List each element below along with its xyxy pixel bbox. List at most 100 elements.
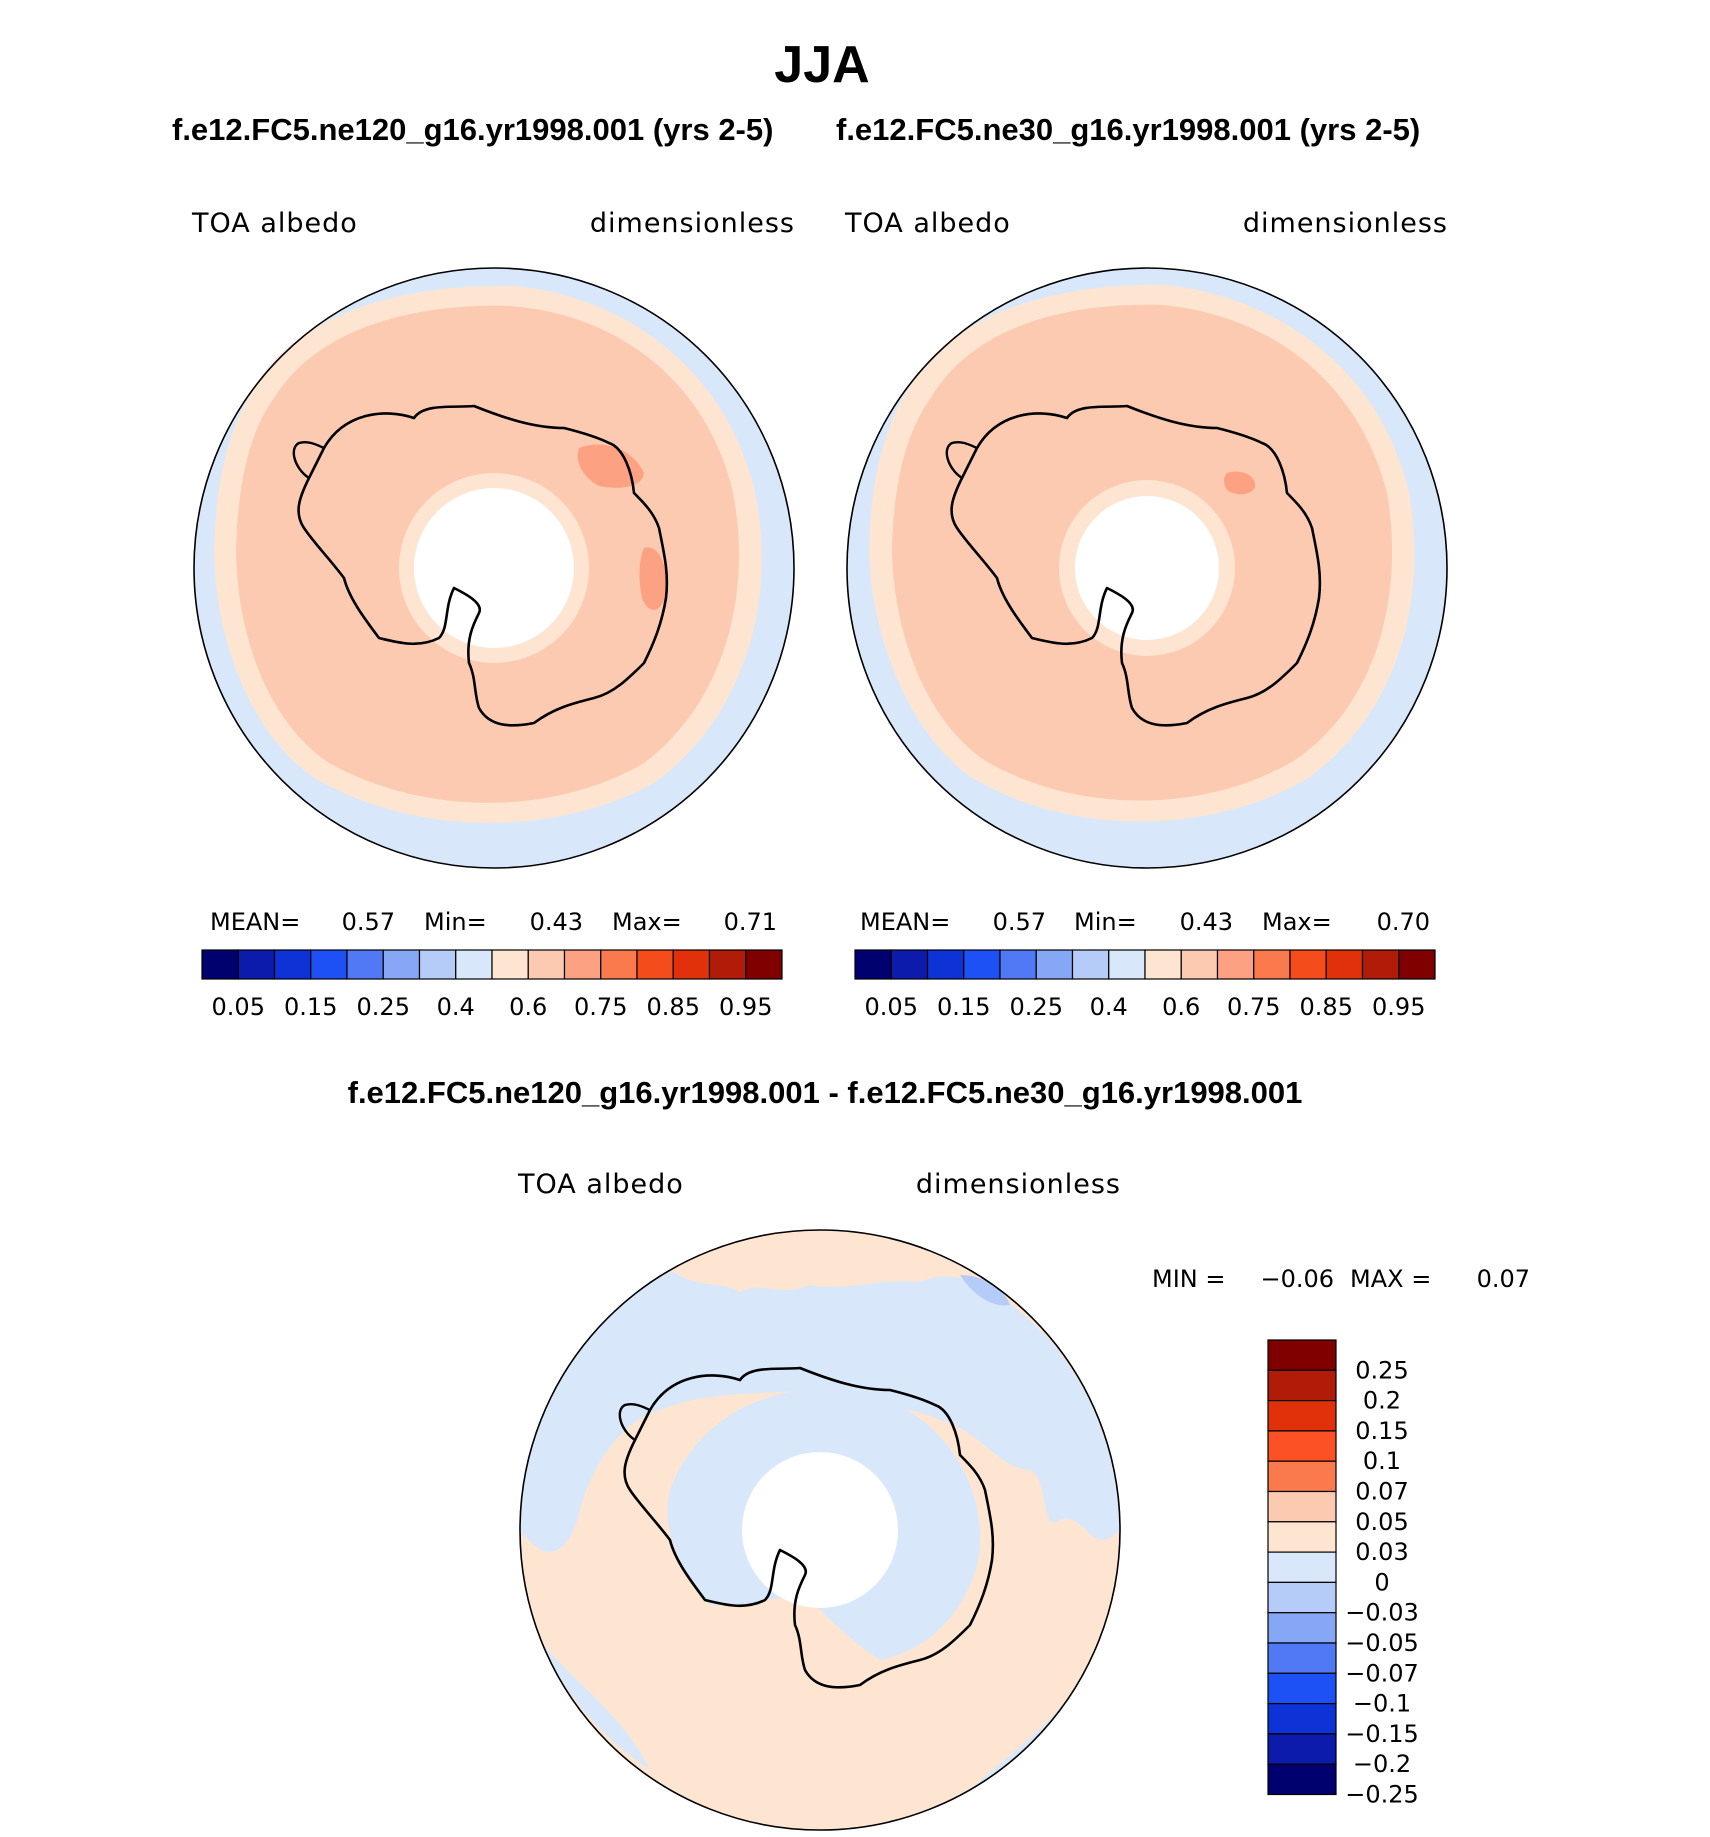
colorbar-tick-label: 0 [1374, 1568, 1389, 1596]
panel-ne120: TOA albedo dimensionless MEAN= 0.57 Min=… [191, 208, 795, 1021]
colorbar-swatch [963, 949, 1001, 980]
panel-ne120-min-value: 0.43 [530, 908, 583, 936]
colorbar-swatch [999, 949, 1037, 980]
colorbar-swatch [273, 949, 312, 980]
colorbar-tick-label: 0.05 [212, 993, 265, 1021]
colorbar-swatch [600, 949, 638, 980]
panel-ne30-min-label: Min= [1074, 908, 1137, 936]
panel-ne30-mean-value: 0.57 [993, 908, 1046, 936]
map-boundary [193, 267, 795, 869]
map-boundary [519, 1229, 1121, 1831]
colorbar-swatch [1035, 949, 1074, 980]
panel-ne120-max-value: 0.71 [724, 908, 777, 936]
colorbar-tick-label: 0.15 [937, 993, 990, 1021]
colorbar-swatch [1361, 949, 1400, 980]
colorbar-swatch [1267, 1763, 1337, 1796]
panel-ne120-min-label: Min= [424, 908, 487, 936]
colorbar-swatch [1267, 1430, 1337, 1462]
colorbar-tick-label: 0.6 [1162, 993, 1200, 1021]
colorbar-swatch [1267, 1339, 1337, 1371]
map-patch-0-07-b [639, 547, 667, 610]
panel-diff: TOA albedo dimensionless MIN = −0.06 MAX… [517, 1169, 1530, 1831]
panel-ne30-colorbar: 0.05 0.15 0.25 0.4 0.6 0.75 0.85 0.95 [854, 949, 1436, 1021]
colorbar-swatch [1267, 1733, 1337, 1765]
colorbar-swatch [1267, 1490, 1337, 1523]
panel-ne120-mean-label: MEAN= [210, 908, 300, 936]
panel-diff-left-label: TOA albedo [517, 1169, 684, 1200]
colorbar-swatch [563, 949, 602, 980]
panel-ne120-left-label: TOA albedo [191, 208, 358, 239]
colorbar-swatch [1289, 949, 1327, 980]
diff-title: f.e12.FC5.ne120_g16.yr1998.001 - f.e12.F… [348, 1075, 1303, 1110]
panel-ne30-map [846, 267, 1448, 869]
map-patch-0-07-a [577, 444, 644, 488]
map-neg-0-05-patch [960, 1275, 1010, 1306]
colorbar-swatch [418, 949, 457, 980]
colorbar-swatch [1267, 1702, 1337, 1735]
panel-ne30-max-value: 0.70 [1377, 908, 1430, 936]
colorbar-swatch [1398, 949, 1436, 980]
colorbar-tick-label: 0.75 [574, 993, 627, 1021]
colorbar-swatch [237, 949, 276, 980]
case-title-right: f.e12.FC5.ne30_g16.yr1998.001 (yrs 2-5) [836, 112, 1420, 147]
colorbar-swatch [1180, 949, 1219, 980]
colorbar-tick-label: 0.03 [1355, 1538, 1408, 1566]
colorbar-swatch [455, 949, 493, 980]
panel-ne30: TOA albedo dimensionless MEAN= 0.57 Min=… [844, 208, 1448, 1021]
panel-diff-min-value: −0.06 [1260, 1265, 1334, 1293]
colorbar-tick-label: 0.85 [647, 993, 700, 1021]
colorbar-swatch [1071, 949, 1110, 980]
colorbar-tick-label: 0.95 [719, 993, 772, 1021]
colorbar-tick-label: −0.05 [1345, 1629, 1419, 1657]
colorbar-tick-label: 0.07 [1355, 1478, 1408, 1506]
colorbar-swatch [1253, 949, 1291, 980]
colorbar-tick-label: −0.2 [1353, 1750, 1411, 1778]
colorbar-tick-label: 0.25 [1010, 993, 1063, 1021]
panel-ne120-right-label: dimensionless [590, 208, 795, 239]
map-patch-0-07-a [1224, 471, 1256, 495]
colorbar-swatch [1267, 1612, 1337, 1644]
map-neg-outer [519, 1270, 1121, 1552]
map-missing-data [742, 1452, 898, 1608]
map-missing-data [414, 488, 574, 648]
colorbar-swatch [491, 949, 529, 980]
colorbar-swatch [1267, 1642, 1337, 1674]
colorbar-tick-label: 0.85 [1300, 993, 1353, 1021]
colorbar-tick-label: 0.05 [865, 993, 918, 1021]
colorbar-tick-label: −0.03 [1345, 1599, 1419, 1627]
colorbar-tick-label: 0.15 [1355, 1417, 1408, 1445]
colorbar-swatch [1216, 949, 1255, 980]
colorbar-tick-label: 0.25 [357, 993, 410, 1021]
colorbar-swatch [201, 949, 239, 980]
colorbar-swatch [1325, 949, 1364, 980]
colorbar-tick-label: 0.4 [437, 993, 475, 1021]
colorbar-swatch [745, 949, 783, 980]
colorbar-tick-label: 0.95 [1372, 993, 1425, 1021]
colorbar-swatch [1108, 949, 1146, 980]
panel-ne30-max-label: Max= [1262, 908, 1332, 936]
colorbar-swatch [672, 949, 711, 980]
colorbar-swatch [1144, 949, 1182, 980]
colorbar-swatch [1267, 1521, 1337, 1553]
colorbar-tick-label: 0.75 [1227, 993, 1280, 1021]
colorbar-tick-label: 0.1 [1363, 1447, 1401, 1475]
map-neg-south [540, 1640, 650, 1770]
colorbar-swatch [1267, 1369, 1337, 1402]
colorbar-swatch [1267, 1551, 1337, 1583]
panel-ne120-colorbar: 0.05 0.15 0.25 0.4 0.6 0.75 0.85 0.95 [201, 949, 783, 1021]
colorbar-swatch [1267, 1399, 1337, 1432]
panel-ne30-left-label: TOA albedo [844, 208, 1011, 239]
colorbar-swatch [310, 949, 348, 980]
colorbar-swatch [527, 949, 566, 980]
colorbar-swatch [346, 949, 384, 980]
colorbar-tick-label: 0.05 [1355, 1508, 1408, 1536]
panel-ne120-map [193, 267, 795, 869]
colorbar-swatch [1267, 1672, 1337, 1705]
figure-title: JJA [774, 36, 869, 94]
colorbar-swatch [926, 949, 965, 980]
panel-ne30-mean-label: MEAN= [860, 908, 950, 936]
panel-ne30-right-label: dimensionless [1243, 208, 1448, 239]
colorbar-tick-label: −0.15 [1345, 1720, 1419, 1748]
map-missing-data [1075, 496, 1219, 640]
